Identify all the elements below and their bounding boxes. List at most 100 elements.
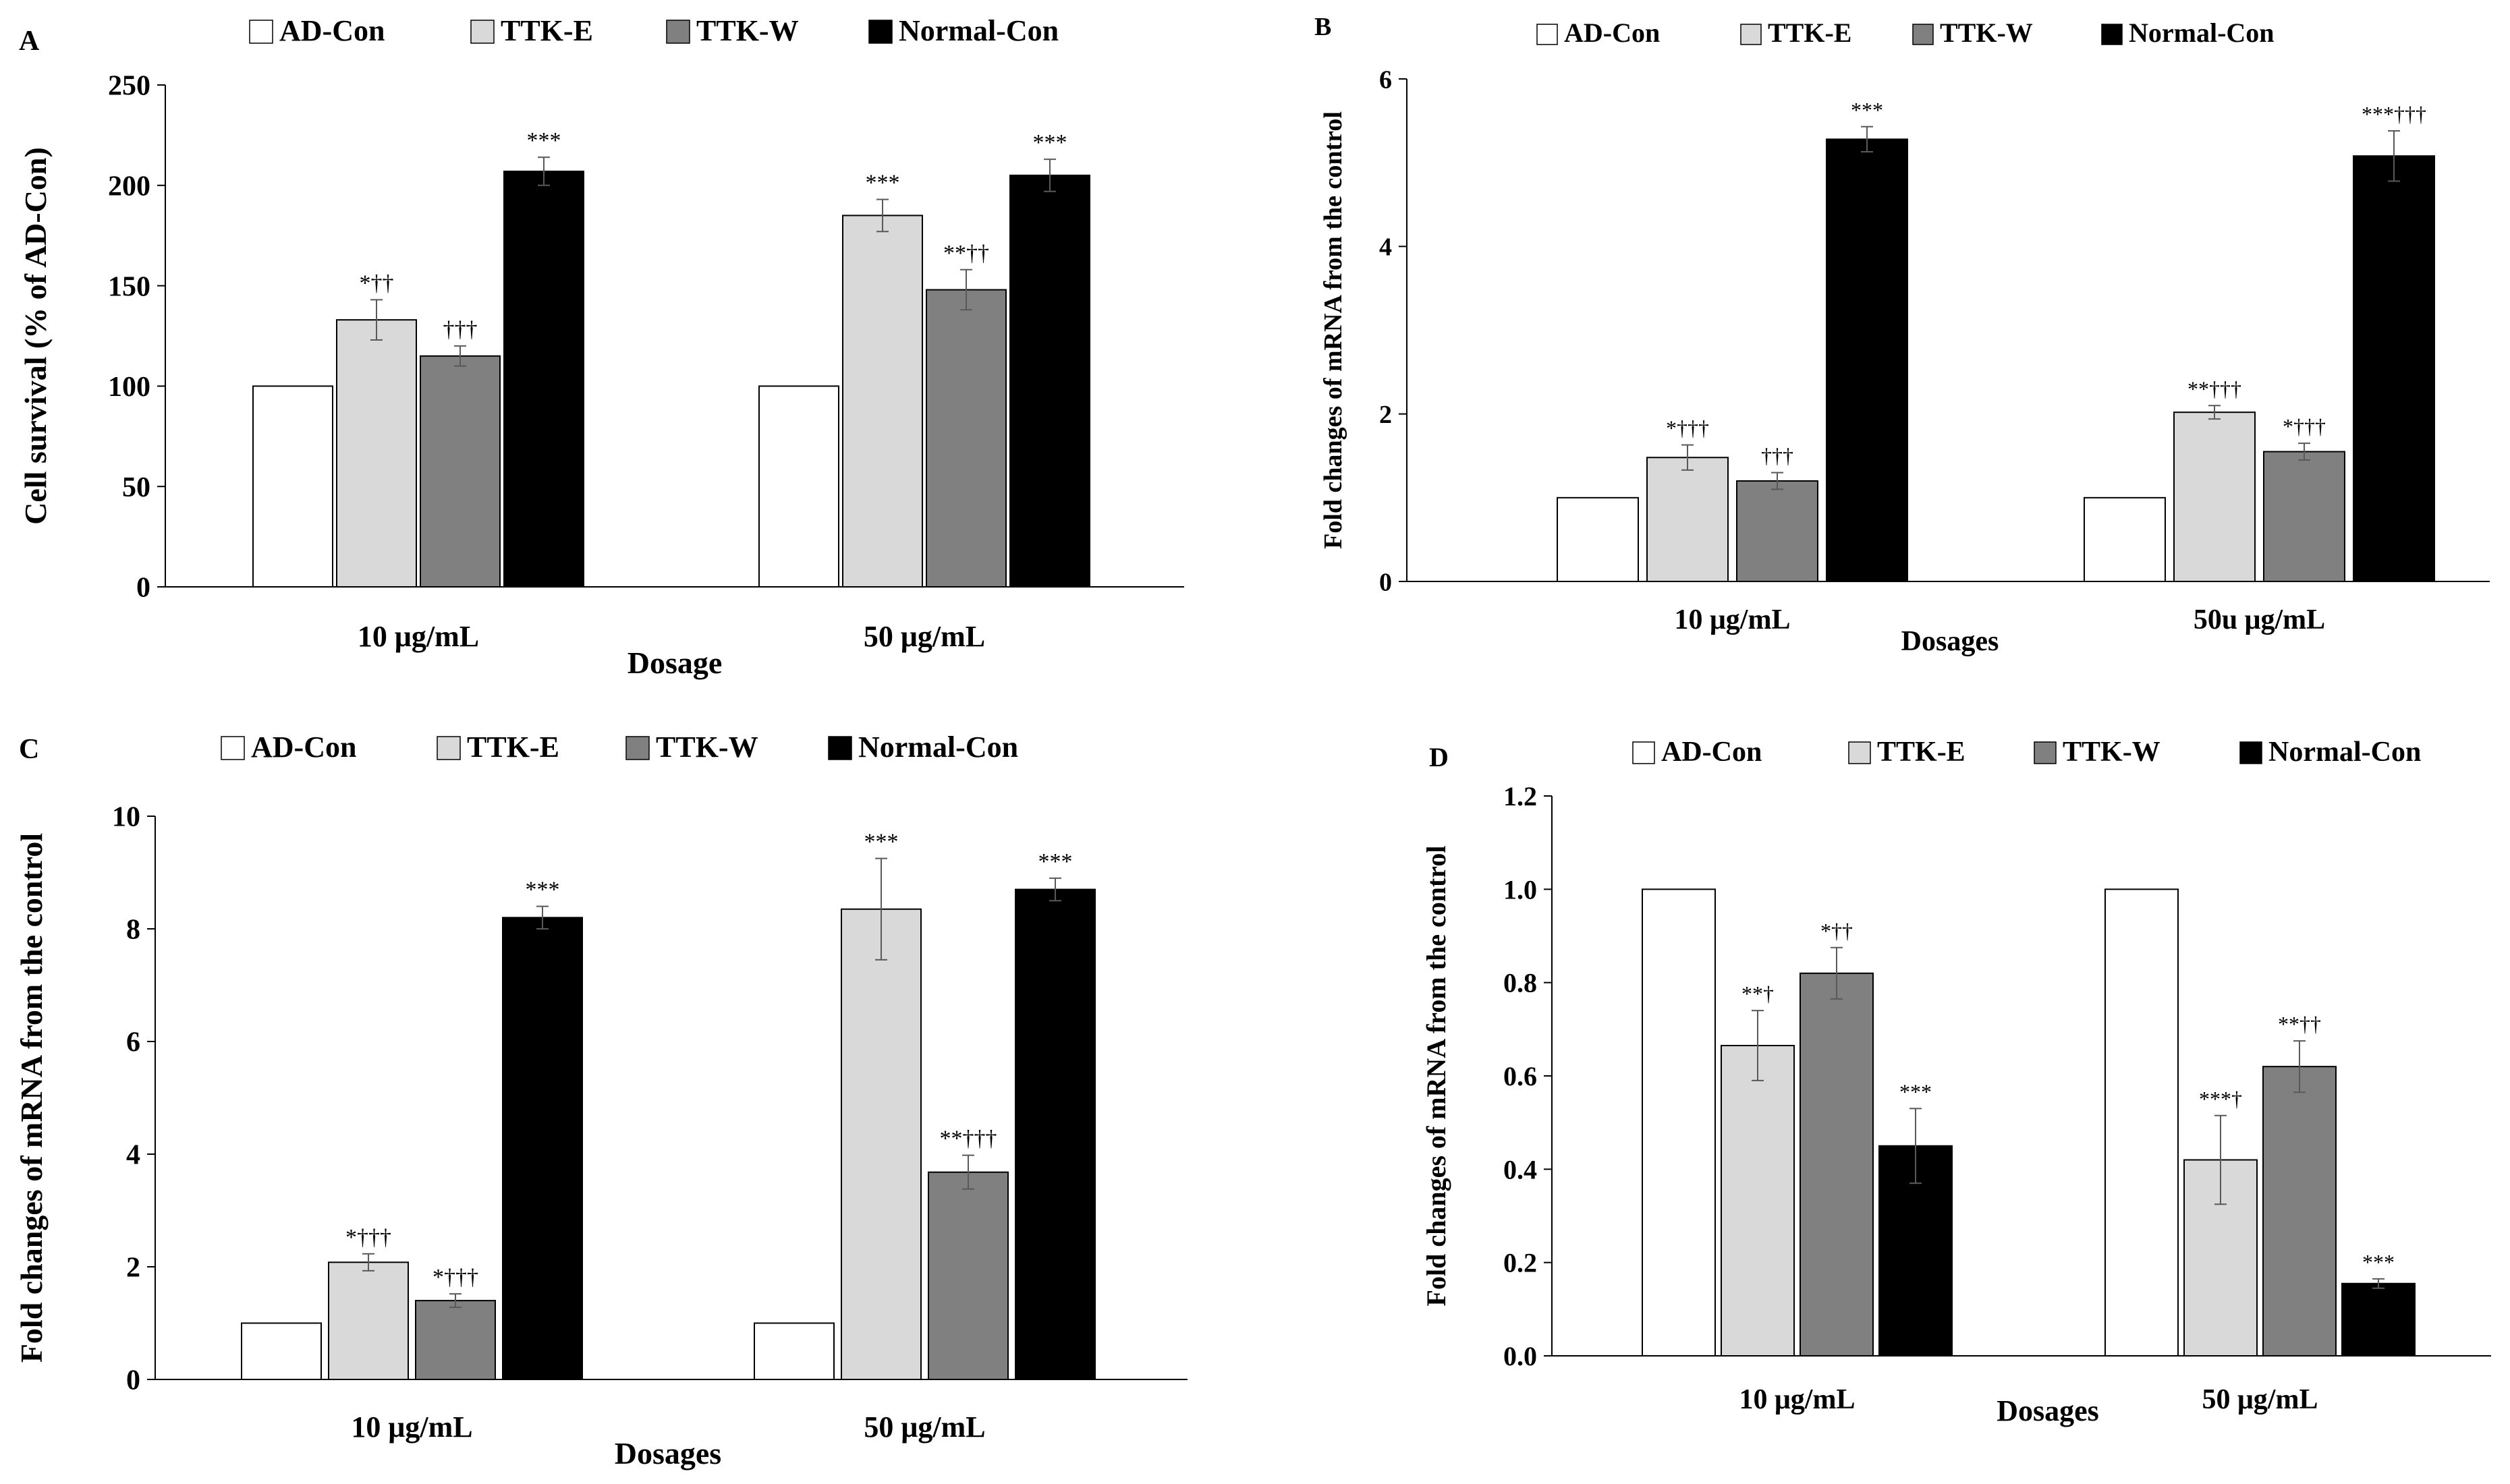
legend-swatch-ad-con xyxy=(1632,741,1655,764)
significance-label: *†† xyxy=(360,270,394,295)
panel-letter: B xyxy=(1314,13,1331,41)
y-tick-label: 250 xyxy=(108,71,150,102)
bar-normal-con xyxy=(502,917,583,1381)
bar-ad-con xyxy=(2104,888,2179,1357)
bar-ad-con xyxy=(1642,888,1716,1357)
bar-ttk-e xyxy=(336,319,417,588)
significance-label: ††† xyxy=(443,317,478,342)
bar-ttk-w xyxy=(2262,1066,2337,1357)
legend-label-ttk-w: TTK-W xyxy=(656,731,758,764)
bar-ttk-e xyxy=(841,908,922,1380)
y-tick-label: 1.0 xyxy=(1503,874,1537,905)
legend-label-ttk-w: TTK-W xyxy=(2063,737,2160,768)
y-tick-label: 6 xyxy=(126,1027,140,1058)
category-label: 50 μg/mL xyxy=(864,1410,985,1444)
significance-label: ***††† xyxy=(2362,102,2426,126)
panel-letter: D xyxy=(1429,742,1449,772)
bar-ttk-w xyxy=(420,355,501,588)
bar-ad-con xyxy=(754,1322,835,1380)
y-axis-title: Fold changes of mRNA from the control xyxy=(14,833,49,1363)
legend-label-normal-con: Normal-Con xyxy=(2268,737,2421,768)
significance-label: *†† xyxy=(1820,919,1853,943)
category-label: 50 μg/mL xyxy=(864,620,985,653)
significance-label: *** xyxy=(864,830,899,855)
category-label: 10 μg/mL xyxy=(351,1410,472,1444)
significance-label: **††† xyxy=(940,1126,997,1151)
bar-ttk-w xyxy=(1800,972,1874,1357)
bar-ttk-e xyxy=(2173,411,2256,583)
y-tick-label: 0.6 xyxy=(1503,1061,1537,1091)
significance-label: *** xyxy=(866,171,900,196)
y-tick-label: 0 xyxy=(136,573,150,604)
bar-ttk-e xyxy=(842,215,923,588)
legend-swatch-ttk-e xyxy=(470,20,495,44)
y-tick-label: 8 xyxy=(126,915,140,946)
legend-swatch-ad-con xyxy=(221,736,245,760)
bar-ttk-w xyxy=(2263,451,2345,583)
significance-label: **††† xyxy=(2187,376,2241,401)
legend-label-ttk-w: TTK-W xyxy=(1940,18,2033,48)
y-axis-title: Fold changes of mRNA from the control xyxy=(1319,111,1347,549)
legend-swatch-ttk-w xyxy=(666,20,690,44)
chart-panel-c: C AD-Con TTK-E TTK-W Normal-Con 0 2 4 6 8 10 *††† *†… xyxy=(14,731,1188,1471)
legend-label-ttk-e: TTK-E xyxy=(467,731,559,764)
y-tick-label: 200 xyxy=(108,171,150,202)
bar-ttk-w xyxy=(926,289,1007,588)
legend-label-ttk-w: TTK-W xyxy=(696,14,799,47)
significance-label: *** xyxy=(2362,1250,2395,1274)
y-axis-title: Cell survival (% of AD-Con) xyxy=(18,147,53,525)
bar-normal-con xyxy=(2353,155,2435,582)
bar-ad-con xyxy=(252,385,333,588)
category-label: 10 μg/mL xyxy=(358,620,479,653)
bar-ad-con xyxy=(241,1322,322,1380)
legend-swatch-ttk-e xyxy=(437,736,461,760)
category-label: 50 μg/mL xyxy=(2202,1384,2318,1415)
bar-ttk-w xyxy=(928,1171,1009,1380)
legend-label-ad-con: AD-Con xyxy=(279,14,385,47)
panel-letter: C xyxy=(19,734,39,765)
y-axis-title: Fold changes of mRNA from the control xyxy=(1421,846,1451,1307)
significance-label: **†† xyxy=(2278,1012,2321,1036)
bar-normal-con xyxy=(2341,1282,2416,1357)
legend-label-normal-con: Normal-Con xyxy=(2129,18,2275,48)
y-tick-label: 150 xyxy=(108,271,150,302)
y-tick-label: 0.4 xyxy=(1503,1154,1537,1185)
y-tick-label: 100 xyxy=(108,372,150,403)
y-tick-label: 2 xyxy=(126,1253,140,1284)
y-tick-label: 10 xyxy=(112,802,140,833)
category-label: 50u μg/mL xyxy=(2194,604,2325,635)
significance-label: *††† xyxy=(345,1225,391,1250)
significance-label: *** xyxy=(1033,130,1067,155)
y-tick-label: 4 xyxy=(126,1140,140,1171)
significance-label: *††† xyxy=(433,1265,478,1290)
y-tick-label: 2 xyxy=(1379,401,1392,429)
x-axis-title: Dosage xyxy=(628,646,723,680)
bar-normal-con xyxy=(503,170,584,588)
bar-ttk-w xyxy=(415,1300,496,1380)
legend-label-ad-con: AD-Con xyxy=(1564,18,1660,48)
y-tick-label: 0 xyxy=(126,1365,140,1396)
y-tick-label: 0.8 xyxy=(1503,968,1537,998)
x-axis-title: Dosages xyxy=(615,1436,721,1471)
legend-label-ttk-e: TTK-E xyxy=(1877,737,1965,768)
chart-panel-b: B AD-Con TTK-E TTK-W Normal-Con 0 2 4 6 *††† ††† **… xyxy=(1314,13,2490,657)
bar-normal-con xyxy=(1009,174,1090,588)
significance-label: *** xyxy=(1899,1079,1932,1104)
bar-ttk-e xyxy=(1646,457,1729,582)
significance-label: **†† xyxy=(943,241,989,266)
significance-label: *** xyxy=(1851,98,1883,122)
y-tick-label: 1.2 xyxy=(1503,781,1537,811)
legend-label-ttk-e: TTK-E xyxy=(501,14,593,47)
x-axis-title: Dosages xyxy=(1997,1394,2099,1427)
bar-normal-con xyxy=(1826,138,1908,582)
legend-swatch-ttk-e xyxy=(1848,741,1871,764)
bar-ttk-e xyxy=(1721,1045,1795,1357)
significance-label: *** xyxy=(527,128,561,153)
chart-panel-d: D AD-Con TTK-E TTK-W Normal-Con 0.0 0.2 0.4 0.6 0… xyxy=(1421,737,2491,1427)
legend-swatch-ttk-w xyxy=(625,736,650,760)
legend-swatch-ttk-w xyxy=(2034,741,2057,764)
legend-swatch-normal-con xyxy=(868,20,893,44)
category-label: 10 μg/mL xyxy=(1739,1384,1856,1415)
legend-label-normal-con: Normal-Con xyxy=(899,14,1059,47)
legend-label-ad-con: AD-Con xyxy=(1661,737,1762,768)
